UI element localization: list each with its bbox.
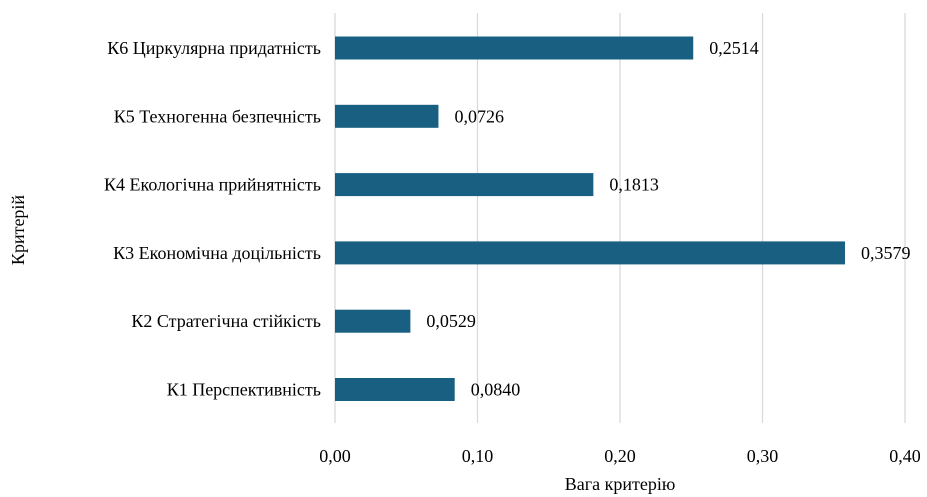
data-label: 0,2514	[709, 38, 759, 58]
data-label: 0,3579	[861, 243, 911, 263]
y-axis-title: Критерій	[8, 195, 28, 265]
x-tick-label: 0,20	[604, 446, 636, 466]
bar	[335, 36, 694, 60]
category-labels: К6 Циркулярна придатність К5 Техногенна б…	[104, 38, 321, 400]
bar	[335, 309, 411, 333]
bar	[335, 173, 594, 197]
gridlines	[334, 13, 906, 423]
x-tick-label: 0,30	[747, 446, 779, 466]
category-label: К3 Економічна доцільність	[113, 243, 321, 263]
category-label: К6 Циркулярна придатність	[107, 38, 321, 58]
category-label: К1 Перспективність	[167, 380, 321, 400]
x-axis-title: Вага критерію	[565, 474, 676, 494]
category-label: К5 Техногенна безпечність	[114, 106, 321, 126]
x-tick-label: 0,40	[889, 446, 921, 466]
category-label: К4 Екологічна прийнятність	[104, 175, 321, 195]
bars	[335, 36, 846, 401]
category-label: К2 Стратегічна стійкість	[131, 311, 321, 331]
data-label: 0,0726	[454, 106, 504, 126]
x-tick-label: 0,10	[462, 446, 494, 466]
bar	[335, 104, 439, 128]
data-label: 0,1813	[609, 175, 659, 195]
data-label: 0,0840	[471, 380, 521, 400]
data-label: 0,0529	[426, 311, 476, 331]
bar	[335, 378, 455, 401]
value-labels: 0,2514 0,0726 0,1813 0,3579 0,0529 0,0840	[426, 38, 910, 400]
x-axis-ticks: 0,00 0,10 0,20 0,30 0,40	[319, 446, 921, 466]
bar	[335, 241, 846, 265]
x-tick-label: 0,00	[319, 446, 351, 466]
